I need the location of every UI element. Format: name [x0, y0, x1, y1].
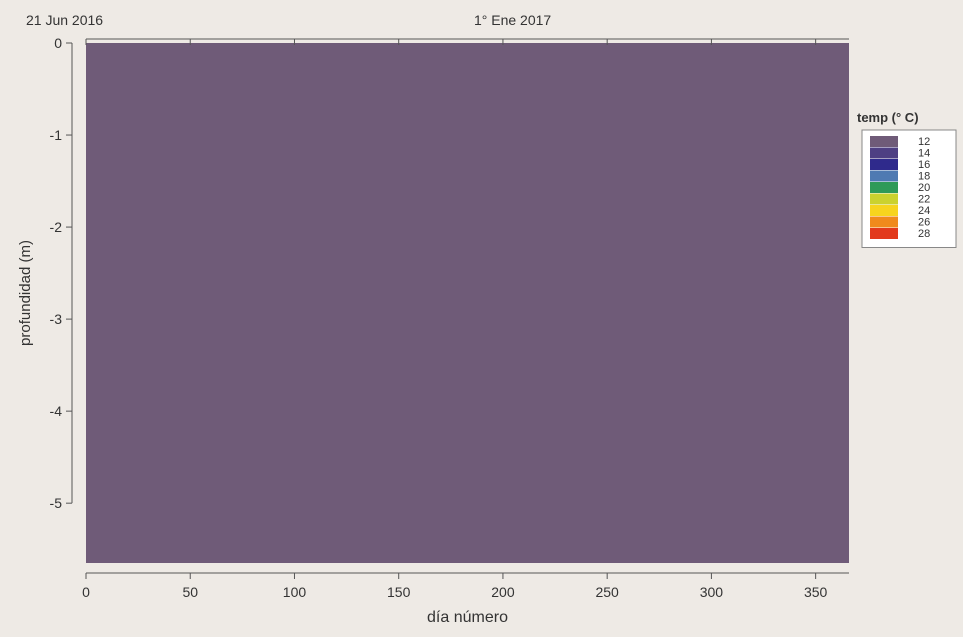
legend-label-14: 14 — [918, 148, 930, 160]
y-tick-label-4: -4 — [50, 403, 63, 419]
x-tick-label-150: 150 — [387, 584, 411, 600]
x-tick-label-250: 250 — [595, 584, 619, 600]
legend-swatch-28 — [870, 228, 898, 239]
legend-swatch-22 — [870, 193, 898, 205]
legend-swatch-26 — [870, 216, 898, 228]
legend-label-28: 28 — [918, 228, 930, 240]
x-tick-label-350: 350 — [804, 584, 828, 600]
legend-label-12: 12 — [918, 136, 930, 148]
legend-title: temp (° C) — [857, 110, 919, 125]
legend-label-16: 16 — [918, 159, 930, 171]
legend-swatch-24 — [870, 205, 898, 216]
x-tick-label-50: 50 — [182, 584, 198, 600]
legend-label-24: 24 — [918, 205, 930, 217]
legend-swatch-14 — [870, 147, 898, 159]
y-tick-label-2: -2 — [50, 219, 63, 235]
legend-swatch-18 — [870, 170, 898, 182]
x-tick-label-0: 0 — [82, 584, 90, 600]
top-annotation-1: 1° Ene 2017 — [474, 12, 551, 28]
legend-swatch-20 — [870, 182, 898, 193]
top-annotation-0: 21 Jun 2016 — [26, 12, 103, 28]
legend-label-18: 18 — [918, 171, 930, 183]
legend-label-26: 26 — [918, 217, 930, 229]
y-tick-label-3: -3 — [50, 311, 63, 327]
legend-swatch-16 — [870, 159, 898, 170]
band-12 — [86, 43, 849, 563]
x-tick-label-100: 100 — [283, 584, 307, 600]
legend-label-22: 22 — [918, 194, 930, 206]
y-tick-label-5: -5 — [50, 495, 63, 511]
x-tick-label-300: 300 — [700, 584, 724, 600]
x-tick-label-200: 200 — [491, 584, 515, 600]
y-tick-label-1: -1 — [50, 127, 63, 143]
legend-swatch-12 — [870, 136, 898, 147]
y-axis-title: profundidad (m) — [17, 240, 34, 346]
x-axis-title: día número — [427, 609, 508, 626]
legend-label-20: 20 — [918, 182, 930, 194]
y-tick-label-0: 0 — [54, 35, 62, 51]
